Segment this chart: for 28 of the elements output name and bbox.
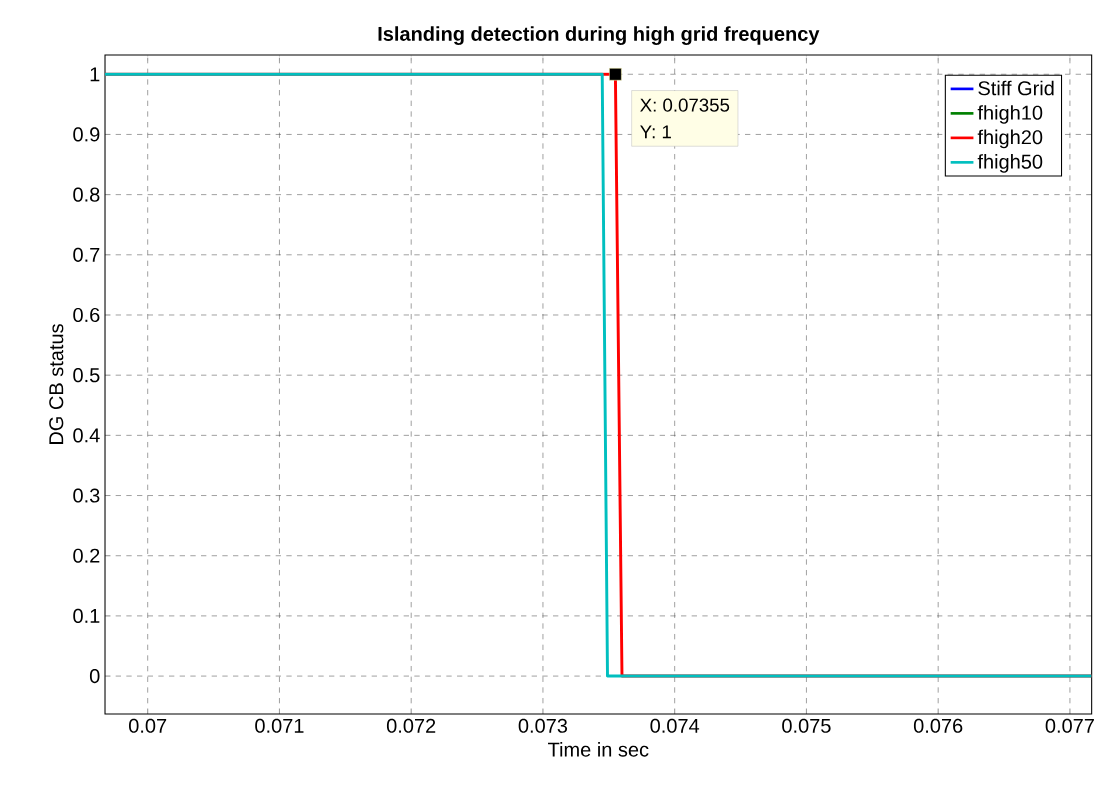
x-tick-label: 0.07 bbox=[129, 718, 167, 733]
y-tick-label: 0.7 bbox=[73, 247, 100, 262]
y-tick-label: 0.2 bbox=[73, 548, 100, 563]
y-tick-label: 1 bbox=[90, 67, 100, 82]
y-axis-title: DG CB status bbox=[49, 324, 64, 444]
legend-label: Stiff Grid bbox=[978, 80, 1054, 96]
y-tick-label: 0.6 bbox=[73, 307, 100, 323]
legend-label: fhigh50 bbox=[977, 154, 1043, 173]
x-tick-label: 0.076 bbox=[913, 718, 963, 733]
x-tick-label: 0.073 bbox=[518, 718, 568, 733]
y-tick-label: 0.1 bbox=[73, 608, 100, 623]
x-tick-label: 0.077 bbox=[1045, 718, 1094, 733]
y-tick-label: 0.9 bbox=[73, 127, 100, 142]
y-tick-label: 0.3 bbox=[73, 488, 100, 503]
legend-label: fhigh10 bbox=[977, 105, 1043, 124]
y-tick-label: 0.8 bbox=[73, 187, 100, 202]
x-tick-label: 0.071 bbox=[255, 718, 304, 733]
x-tick-label: 0.074 bbox=[650, 718, 700, 733]
legend-label: fhigh20 bbox=[977, 129, 1043, 149]
chart-title: Islanding detection during high grid frequency bbox=[378, 26, 820, 45]
y-tick-label: 0.4 bbox=[73, 428, 100, 443]
y-tick-label: 0 bbox=[89, 669, 100, 684]
annotation: X: 0.07355 bbox=[640, 98, 730, 112]
x-axis-title: Time in sec bbox=[548, 742, 649, 757]
y-tick-label: 0.5 bbox=[73, 368, 100, 383]
x-tick-label: 0.072 bbox=[386, 718, 436, 733]
annotation: Y: 1 bbox=[640, 125, 671, 139]
x-tick-label: 0.075 bbox=[782, 718, 831, 733]
